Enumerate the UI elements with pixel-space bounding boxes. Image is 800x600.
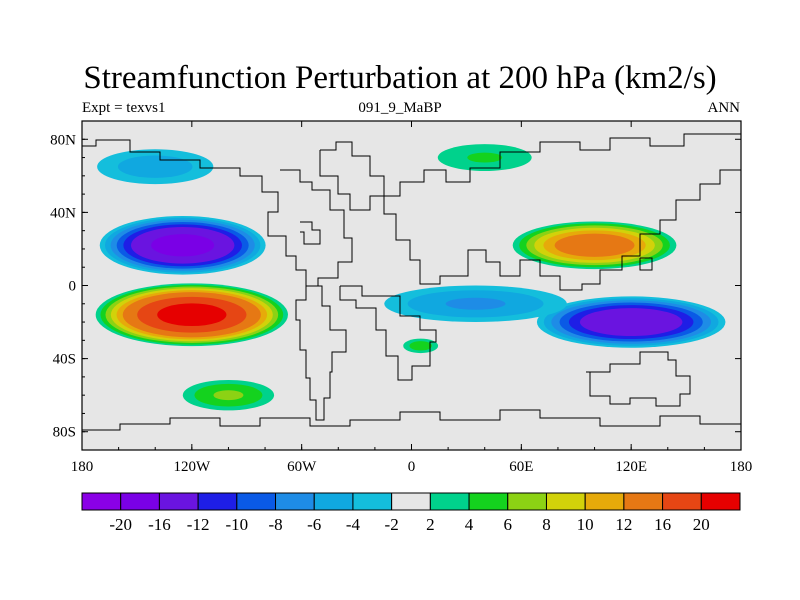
left-subtitle: Expt = texvs1 <box>82 100 166 116</box>
contour-band <box>554 233 635 257</box>
colorbar-swatch <box>313 492 354 511</box>
colorbar-label: -20 <box>109 515 132 534</box>
contour-band <box>409 341 432 351</box>
colorbar-label: 10 <box>577 515 594 534</box>
colorbar-label: 12 <box>615 515 632 534</box>
feature-south-atlantic-high <box>403 338 439 354</box>
colorbar-swatch <box>623 492 664 511</box>
colorbar-label: -12 <box>187 515 210 534</box>
colorbar-label: -16 <box>148 515 171 534</box>
feature-north-atlantic-high <box>437 144 532 171</box>
chart-title: Streamfunction Perturbation at 200 hPa (… <box>83 60 717 96</box>
colorbar-swatch <box>468 492 509 511</box>
feature-north-pacific-low <box>99 215 266 275</box>
contour-band <box>213 390 244 401</box>
colorbar-swatch <box>120 492 160 511</box>
x-tick-label: 180 <box>730 459 753 475</box>
colorbar-swatch <box>545 492 586 511</box>
feature-indian-ocean-low <box>536 296 726 348</box>
contour-band <box>151 234 215 257</box>
contour-band <box>445 297 506 310</box>
x-tick-label: 180 <box>71 459 94 475</box>
colorbar: -20 -16 -12 -10 -8 -6 -4 -2 2 4 6 8 10 12 16 20 <box>81 492 741 534</box>
y-tick-label: 0 <box>69 279 77 295</box>
colorbar-label: -4 <box>346 515 361 534</box>
contour-field <box>95 144 726 411</box>
contour-band <box>157 303 227 327</box>
colorbar-swatch <box>236 492 277 511</box>
feature-atlantic-low-band <box>384 285 567 323</box>
colorbar-swatch <box>352 492 393 511</box>
colorbar-label: 6 <box>504 515 513 534</box>
colorbar-label: 4 <box>465 515 474 534</box>
colorbar-swatch <box>507 492 547 511</box>
colorbar-swatch <box>158 492 199 511</box>
feature-arctic-low <box>97 149 214 185</box>
colorbar-swatch <box>584 492 625 511</box>
center-subtitle: 091_9_MaBP <box>358 100 442 116</box>
right-subtitle: ANN <box>707 100 741 116</box>
colorbar-label: -10 <box>225 515 248 534</box>
colorbar-label: 2 <box>426 515 435 534</box>
y-tick-label: 40S <box>53 352 76 368</box>
colorbar-label: -8 <box>268 515 282 534</box>
colorbar-swatch <box>197 492 238 511</box>
colorbar-label: 8 <box>542 515 551 534</box>
feature-south-pacific-high <box>95 283 288 347</box>
x-tick-label: 0 <box>408 459 416 475</box>
contour-band <box>579 308 683 337</box>
y-tick-label: 80S <box>53 425 76 441</box>
feature-south-pacific-mid-high <box>182 379 275 411</box>
x-tick-label: 120E <box>615 459 647 475</box>
colorbar-swatch <box>391 492 431 511</box>
contour-band <box>117 155 193 178</box>
y-tick-label: 80N <box>50 132 76 148</box>
colorbar-label: 20 <box>693 515 710 534</box>
coastlines <box>82 133 741 431</box>
colorbar-swatch <box>700 492 741 511</box>
colorbar-label: -6 <box>307 515 321 534</box>
y-axis: 80N 40N 0 40S 80S <box>50 132 741 441</box>
colorbar-swatch <box>275 492 315 511</box>
colorbar-label: 16 <box>654 515 671 534</box>
y-tick-label: 40N <box>50 205 76 221</box>
x-tick-label: 60W <box>287 459 317 475</box>
x-tick-label: 120W <box>173 459 211 475</box>
colorbar-swatch <box>429 492 470 511</box>
colorbar-swatch <box>81 492 122 511</box>
colorbar-label: -2 <box>385 515 399 534</box>
colorbar-swatch <box>662 492 702 511</box>
contour-band <box>467 152 503 163</box>
x-tick-label: 60E <box>509 459 533 475</box>
x-axis: 180 120W 60W 0 60E 120E 180 <box>71 121 753 475</box>
